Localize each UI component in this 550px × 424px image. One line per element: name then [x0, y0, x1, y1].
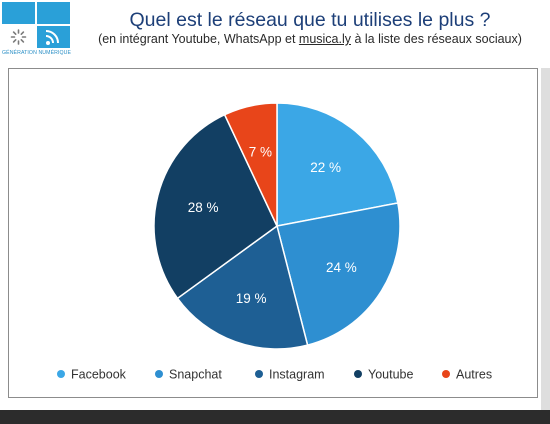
legend-label-youtube: Youtube — [368, 368, 413, 382]
pie-slice-youtube — [153, 113, 278, 300]
subtitle-text-start: (en intégrant Youtube, WhatsApp et — [98, 32, 299, 46]
subtitle-text-end: à la liste des réseaux sociaux) — [351, 32, 522, 46]
chart-frame: 22 % 24 % 19 % 28 % 7 % Facebook Snapchat Insta… — [8, 68, 538, 398]
musically-link[interactable]: musica.ly — [298, 32, 351, 46]
legend-marker-youtube — [354, 370, 362, 378]
data-label-facebook: 22 % — [310, 160, 341, 175]
data-label-autres: 7 % — [249, 145, 272, 160]
data-label-instagram: 19 % — [236, 291, 267, 306]
generation-numerique-logo: GÉNÉRATION NUMÉRIQUE — [2, 2, 72, 60]
page-subtitle: (en intégrant Youtube, WhatsApp et music… — [70, 32, 550, 46]
legend-label-facebook: Facebook — [71, 368, 127, 382]
legend-marker-snapchat — [155, 370, 163, 378]
logo-caption: GÉNÉRATION NUMÉRIQUE — [2, 50, 72, 56]
bottom-bar — [0, 410, 550, 424]
data-label-snapchat: 24 % — [326, 260, 357, 275]
legend-marker-facebook — [57, 370, 65, 378]
logo-tile-top-right — [37, 2, 70, 24]
legend-label-instagram: Instagram — [269, 368, 325, 382]
legend-label-autres: Autres — [456, 368, 492, 382]
data-label-youtube: 28 % — [188, 200, 219, 215]
rss-icon — [37, 26, 70, 48]
pie-slice-facebook — [276, 102, 399, 227]
legend-marker-instagram — [255, 370, 263, 378]
side-strip — [541, 68, 550, 410]
loading-icon — [2, 26, 35, 48]
logo-tile-top-left — [2, 2, 35, 24]
page-title: Quel est le réseau que tu utilises le pl… — [129, 9, 491, 31]
legend-label-snapchat: Snapchat — [169, 368, 222, 382]
pie-slice-snapchat — [276, 202, 401, 347]
pie-slice-instagram — [176, 224, 309, 350]
legend-marker-autres — [442, 370, 450, 378]
pie-chart: 22 % 24 % 19 % 28 % 7 % Facebook Snapchat Insta… — [57, 102, 492, 382]
pie-slice-autres — [223, 102, 278, 227]
